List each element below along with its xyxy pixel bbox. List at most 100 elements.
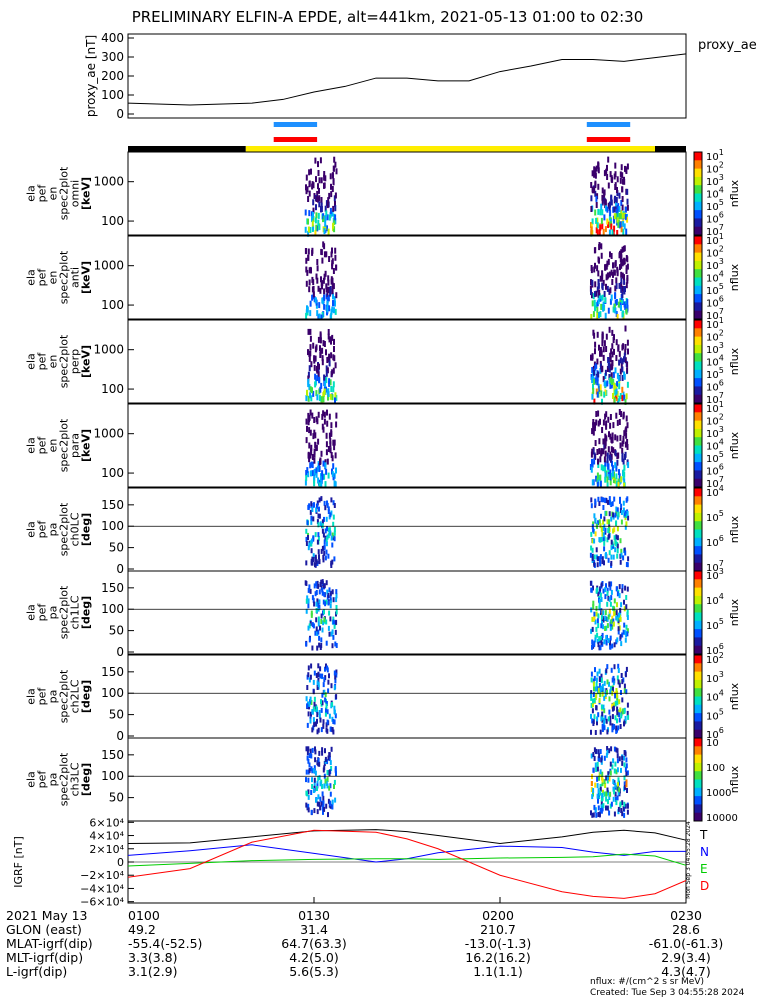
spectrogram-pixel [617,790,620,796]
spectrogram-pixel [321,470,324,477]
spectrogram-pixel [618,787,621,793]
spectrogram-pixel [598,753,601,759]
spectrogram-pixel [614,162,617,169]
spectrogram-pixel [604,226,607,233]
spectrogram-pixel [317,629,320,635]
spectrogram-pixel [333,530,336,536]
spectrogram-pixel [316,598,319,604]
spectrogram-pixel [603,546,606,552]
spectrogram-pixel [309,588,312,594]
spectrogram-pixel [597,410,600,417]
spectrogram-pixel [310,395,313,402]
spectrogram-pixel [307,371,310,378]
spectrogram-pixel [616,419,619,426]
spectrogram-pixel [314,630,317,636]
spectrogram-pixel [602,279,605,286]
spectrogram-pixel [308,584,311,590]
spectrogram-pixel [327,391,330,397]
spectrogram-pixel [601,683,604,689]
spectrogram-pixel [591,393,594,400]
spectrogram-pixel [621,456,624,463]
spectrogram-pixel [610,554,613,560]
spectrogram-pixel [330,183,332,190]
spectrogram-pixel [329,290,332,297]
ae-ytick-label: 0 [116,107,124,121]
spectrogram-pixel [324,711,327,717]
spectrogram-pixel [591,644,593,650]
spectrogram-pixel [594,619,597,625]
spectrogram-pixel [311,727,314,733]
spectrogram-pixel [608,611,611,617]
spectrogram-pixel [615,196,618,203]
spectrogram-pixel [318,201,321,208]
spectrogram-pixel [314,230,317,237]
spectrogram-pixel [596,449,599,455]
spectrogram-pixel [306,269,309,276]
spectrogram-pixel [593,458,596,465]
spectrogram-pixel [616,548,619,554]
spectrogram-pixel [600,464,603,471]
spectrogram-pixel [328,752,331,758]
spectrogram-pixel [599,729,602,735]
spectrogram-pixel [326,526,328,532]
spectrogram-pixel [595,748,597,754]
spectrogram-pixel [619,221,622,228]
spectrogram-pixel [314,381,317,388]
spectrogram-pixel [597,812,600,817]
spectrogram-pixel [622,555,625,561]
spectrogram-pixel [311,183,314,190]
spectrogram-pixel [597,591,600,597]
spectrogram-pixel [595,217,598,224]
spectrogram-pixel [611,677,614,683]
spectrogram-pixel [593,747,596,753]
spectrogram-pixel [591,300,594,307]
spectrogram-pixel [609,791,612,797]
spectrogram-pixel [333,670,336,676]
spectrogram-pixel [616,586,618,592]
spectrogram-pixel [600,303,603,310]
spectrogram-pixel [615,615,618,621]
spectrogram-pixel [593,538,596,544]
spectrogram-pixel [601,398,603,405]
spectrogram-pixel [320,202,323,209]
spectrogram-pixel [617,478,620,485]
spectrogram-pixel [593,291,596,298]
spectrogram-pixel [613,471,615,478]
spectrogram-pixel [332,439,335,446]
spectrogram-pixel [625,779,628,785]
spectrogram-pixel [608,810,611,816]
spectrogram-pixel [594,341,597,348]
spectrogram-pixel [621,285,624,292]
spectrogram-pixel [626,163,629,170]
colorbar-tick-label: 106 [706,726,724,741]
colorbar-label: nflux [728,682,741,710]
spectrogram-pixel [626,803,629,809]
spectrogram-pixel [315,590,318,595]
spectrogram-pixel [621,709,624,715]
spectrogram-pixel [603,291,606,297]
spectrogram-pixel [592,643,595,649]
spectrogram-pixel [614,260,617,267]
spectrogram-pixel [319,386,322,393]
spectrogram-pixel [604,381,607,388]
colorbar-tick-label: 103 [706,425,724,440]
spectrogram-pixel [625,393,628,400]
spectrogram-pixel [320,637,323,643]
spectrogram-pixel [594,172,597,179]
spectrogram-pixel [319,625,321,631]
spec-ylabel-line: anti [69,267,82,288]
spectrogram-pixel [601,723,604,729]
spectrogram-pixel [311,387,313,394]
spectrogram-pixel [601,691,604,697]
colorbar-tick-label: 106 [706,379,724,394]
spectrogram-pixel [598,293,601,300]
spectrogram-pixel [610,539,613,545]
spectrogram-pixel [618,213,621,219]
spectrogram-pixel [601,777,604,783]
spectrogram-pixel [317,794,320,800]
spectrogram-pixel [623,223,626,230]
spectrogram-pixel [332,178,335,184]
spectrogram-pixel [608,681,610,687]
spectrogram-pixel [305,174,308,181]
